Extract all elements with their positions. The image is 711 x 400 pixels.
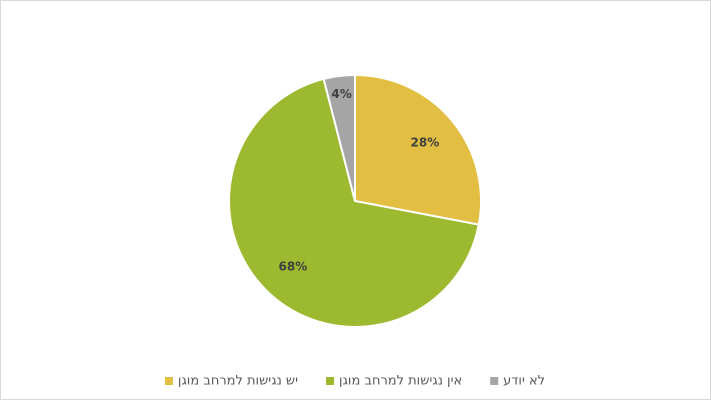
legend-swatch [326, 377, 335, 385]
legend-label: יש נגישות למרחב מוגן [178, 374, 298, 389]
data-label: 28% [411, 136, 440, 150]
pie-slice [228, 77, 480, 328]
legend-swatch [164, 377, 173, 385]
pie-slice [322, 73, 356, 202]
pie: 28% 68% 4% [228, 73, 482, 328]
legend-label: לא יודע [503, 374, 545, 389]
data-label: 4% [331, 87, 351, 101]
pie-slice [354, 73, 482, 226]
data-label: 68% [279, 260, 308, 274]
legend-swatch [490, 377, 499, 385]
legend: יש נגישות למרחב מוגן אין נגישות למרחב מוג… [164, 374, 545, 389]
legend-label: אין נגישות למרחב מוגן [339, 374, 462, 389]
